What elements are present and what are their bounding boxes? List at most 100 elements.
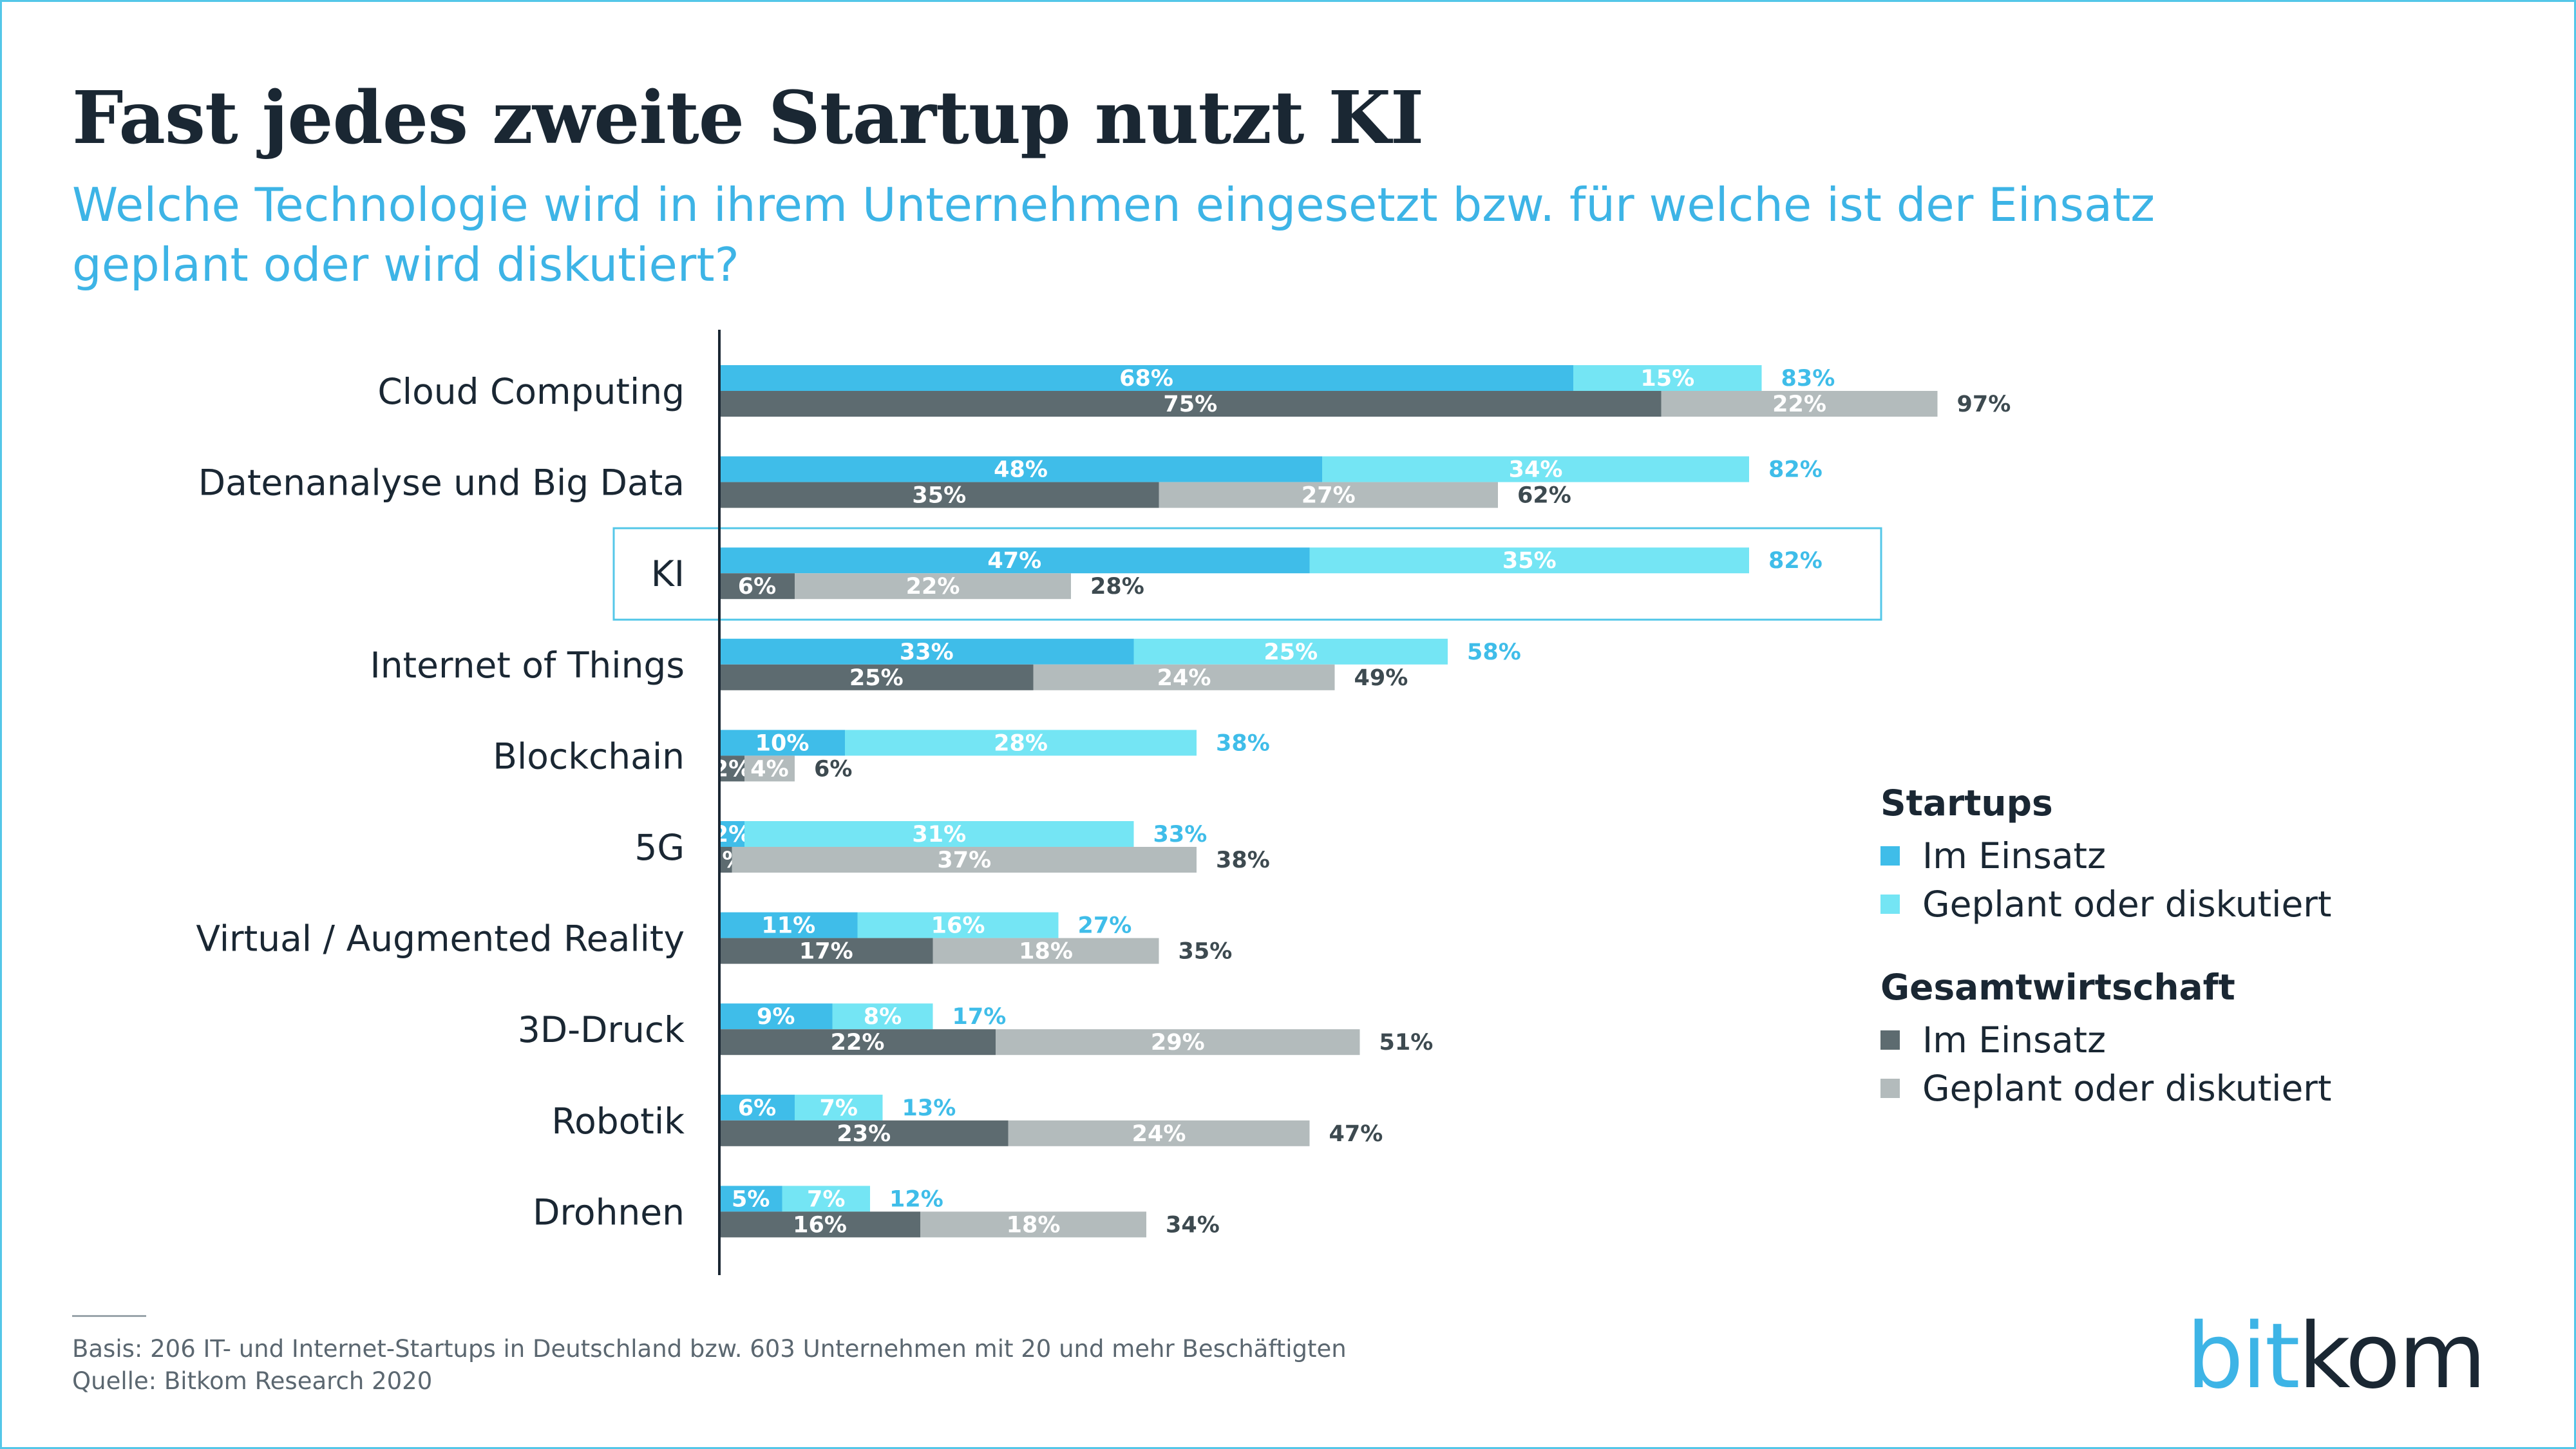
bar-segment [1033, 664, 1335, 690]
total-label: 58% [1467, 639, 1521, 665]
data-label: 34% [1509, 457, 1563, 483]
data-label: 25% [849, 665, 904, 691]
bar-segment [996, 1029, 1360, 1056]
logo-part-kom: kom [2298, 1304, 2486, 1409]
bar-segment [719, 456, 1322, 482]
category-label: Virtual / Augmented Reality [196, 918, 685, 960]
data-label: 25% [1264, 639, 1318, 665]
legend-swatch [1880, 846, 1900, 866]
category-label: KI [651, 553, 685, 594]
bar-segment [719, 573, 795, 600]
data-label: 27% [1302, 483, 1356, 509]
total-label: 17% [952, 1004, 1007, 1030]
bar-segment [845, 730, 1197, 756]
total-label: 27% [1078, 913, 1132, 939]
legend-group-title: Startups [1880, 782, 2053, 824]
total-label: 12% [889, 1186, 943, 1212]
bar-segment [719, 912, 858, 938]
bar-segment [1573, 365, 1762, 391]
data-label: 22% [831, 1030, 885, 1056]
data-label: 16% [931, 913, 985, 939]
legend-swatch [1880, 1030, 1900, 1050]
bar-segment [857, 912, 1059, 938]
total-label: 49% [1354, 665, 1408, 691]
data-label: 22% [1772, 392, 1826, 417]
total-label: 38% [1216, 848, 1270, 873]
data-label: 17% [799, 939, 853, 965]
bar-segment [719, 1094, 795, 1121]
total-label: 28% [1090, 574, 1144, 600]
category-label: 5G [634, 827, 685, 868]
bar-segment [719, 664, 1034, 690]
total-label: 35% [1179, 939, 1233, 965]
data-label: 35% [912, 483, 966, 509]
bar-segment [1309, 547, 1749, 574]
data-label: 47% [987, 548, 1041, 574]
bar-segment [719, 1186, 782, 1212]
bar-segment [719, 638, 1134, 665]
total-label: 51% [1379, 1030, 1434, 1056]
total-label: 62% [1517, 483, 1571, 509]
bar-segment [719, 547, 1310, 574]
total-label: 82% [1768, 457, 1823, 483]
bar-segment [1133, 638, 1448, 665]
bar-segment [719, 755, 744, 782]
footnote-divider [72, 1315, 146, 1317]
data-label: 37% [937, 848, 991, 873]
total-label: 83% [1781, 366, 1835, 392]
data-label: 28% [994, 730, 1048, 756]
footnote-source: Quelle: Bitkom Research 2020 [72, 1367, 433, 1395]
legend-item: Im Einsatz [1880, 831, 2331, 880]
data-label: 33% [900, 639, 954, 665]
data-label: 24% [1157, 665, 1211, 691]
legend-item: Im Einsatz [1880, 1016, 2331, 1064]
total-label: 6% [814, 756, 852, 782]
bar-segment [1322, 456, 1749, 482]
data-label: 10% [755, 730, 810, 756]
data-label: 7% [807, 1186, 845, 1212]
data-label: 48% [994, 457, 1048, 483]
data-label: 5% [732, 1186, 770, 1212]
data-label: 15% [1640, 366, 1694, 392]
legend-group-gesamtwirtschaft: Gesamtwirtschaft Im Einsatz Geplant oder… [1880, 967, 2331, 1112]
data-label: 23% [837, 1121, 891, 1147]
legend-item: Geplant oder diskutiert [1880, 1064, 2331, 1112]
legend: Startups Im Einsatz Geplant oder diskuti… [1880, 782, 2331, 1151]
chart-subtitle: Welche Technologie wird in ihrem Unterne… [72, 178, 2155, 292]
bar-segment [719, 938, 933, 964]
data-label: 31% [912, 822, 966, 848]
legend-group-title: Gesamtwirtschaft [1880, 967, 2235, 1008]
bar-segment [795, 573, 1071, 600]
category-label: Internet of Things [370, 645, 685, 686]
footnote-basis: Basis: 206 IT- und Internet-Startups in … [72, 1335, 1347, 1363]
bar-segment [719, 730, 845, 756]
category-label: Datenanalyse und Big Data [198, 462, 685, 504]
category-label: 3D-Druck [518, 1009, 685, 1050]
bar-segment [719, 1003, 833, 1030]
total-label: 33% [1153, 822, 1208, 848]
legend-label: Geplant oder diskutiert [1922, 1067, 2332, 1109]
bar-segment [719, 847, 732, 873]
chart-title: Fast jedes zweite Startup nutzt KI [72, 76, 1424, 160]
data-label: 35% [1502, 548, 1557, 574]
category-label: Drohnen [533, 1191, 685, 1233]
legend-group-startups: Startups Im Einsatz Geplant oder diskuti… [1880, 782, 2331, 928]
legend-label: Im Einsatz [1922, 835, 2106, 876]
total-label: 47% [1329, 1121, 1383, 1147]
bar-segment [1159, 482, 1498, 508]
legend-label: Geplant oder diskutiert [1922, 883, 2332, 925]
data-label: 75% [1163, 392, 1217, 417]
bar-segment [1008, 1120, 1310, 1146]
logo-part-bit: bit [2186, 1304, 2300, 1409]
bar-segment [719, 1029, 996, 1056]
data-label: 4% [750, 756, 788, 782]
bar-segment [719, 1120, 1009, 1146]
data-label: 16% [793, 1212, 847, 1238]
bar-segment [795, 1094, 883, 1121]
bar-segment [719, 482, 1159, 508]
bar-segment [744, 821, 1134, 847]
legend-swatch [1880, 894, 1900, 914]
bar-segment [1661, 391, 1938, 417]
